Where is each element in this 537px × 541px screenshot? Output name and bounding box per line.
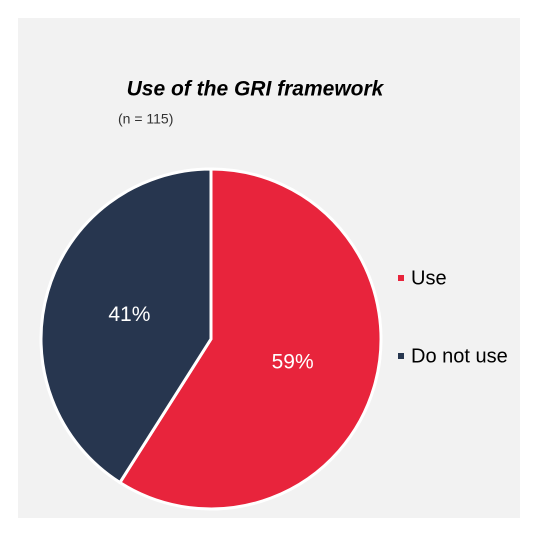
- legend-label: Do not use: [411, 345, 508, 367]
- legend-swatch: [398, 275, 404, 281]
- data-label: 59%: [272, 350, 314, 373]
- legend-swatch: [398, 353, 404, 359]
- pie-slice: [39, 167, 213, 485]
- pie-slice: [117, 167, 383, 511]
- chart-subtitle: (n = 115): [118, 111, 173, 127]
- chart-title: Use of the GRI framework: [127, 78, 385, 101]
- legend-label: Use: [411, 267, 447, 289]
- data-label: 41%: [108, 303, 150, 326]
